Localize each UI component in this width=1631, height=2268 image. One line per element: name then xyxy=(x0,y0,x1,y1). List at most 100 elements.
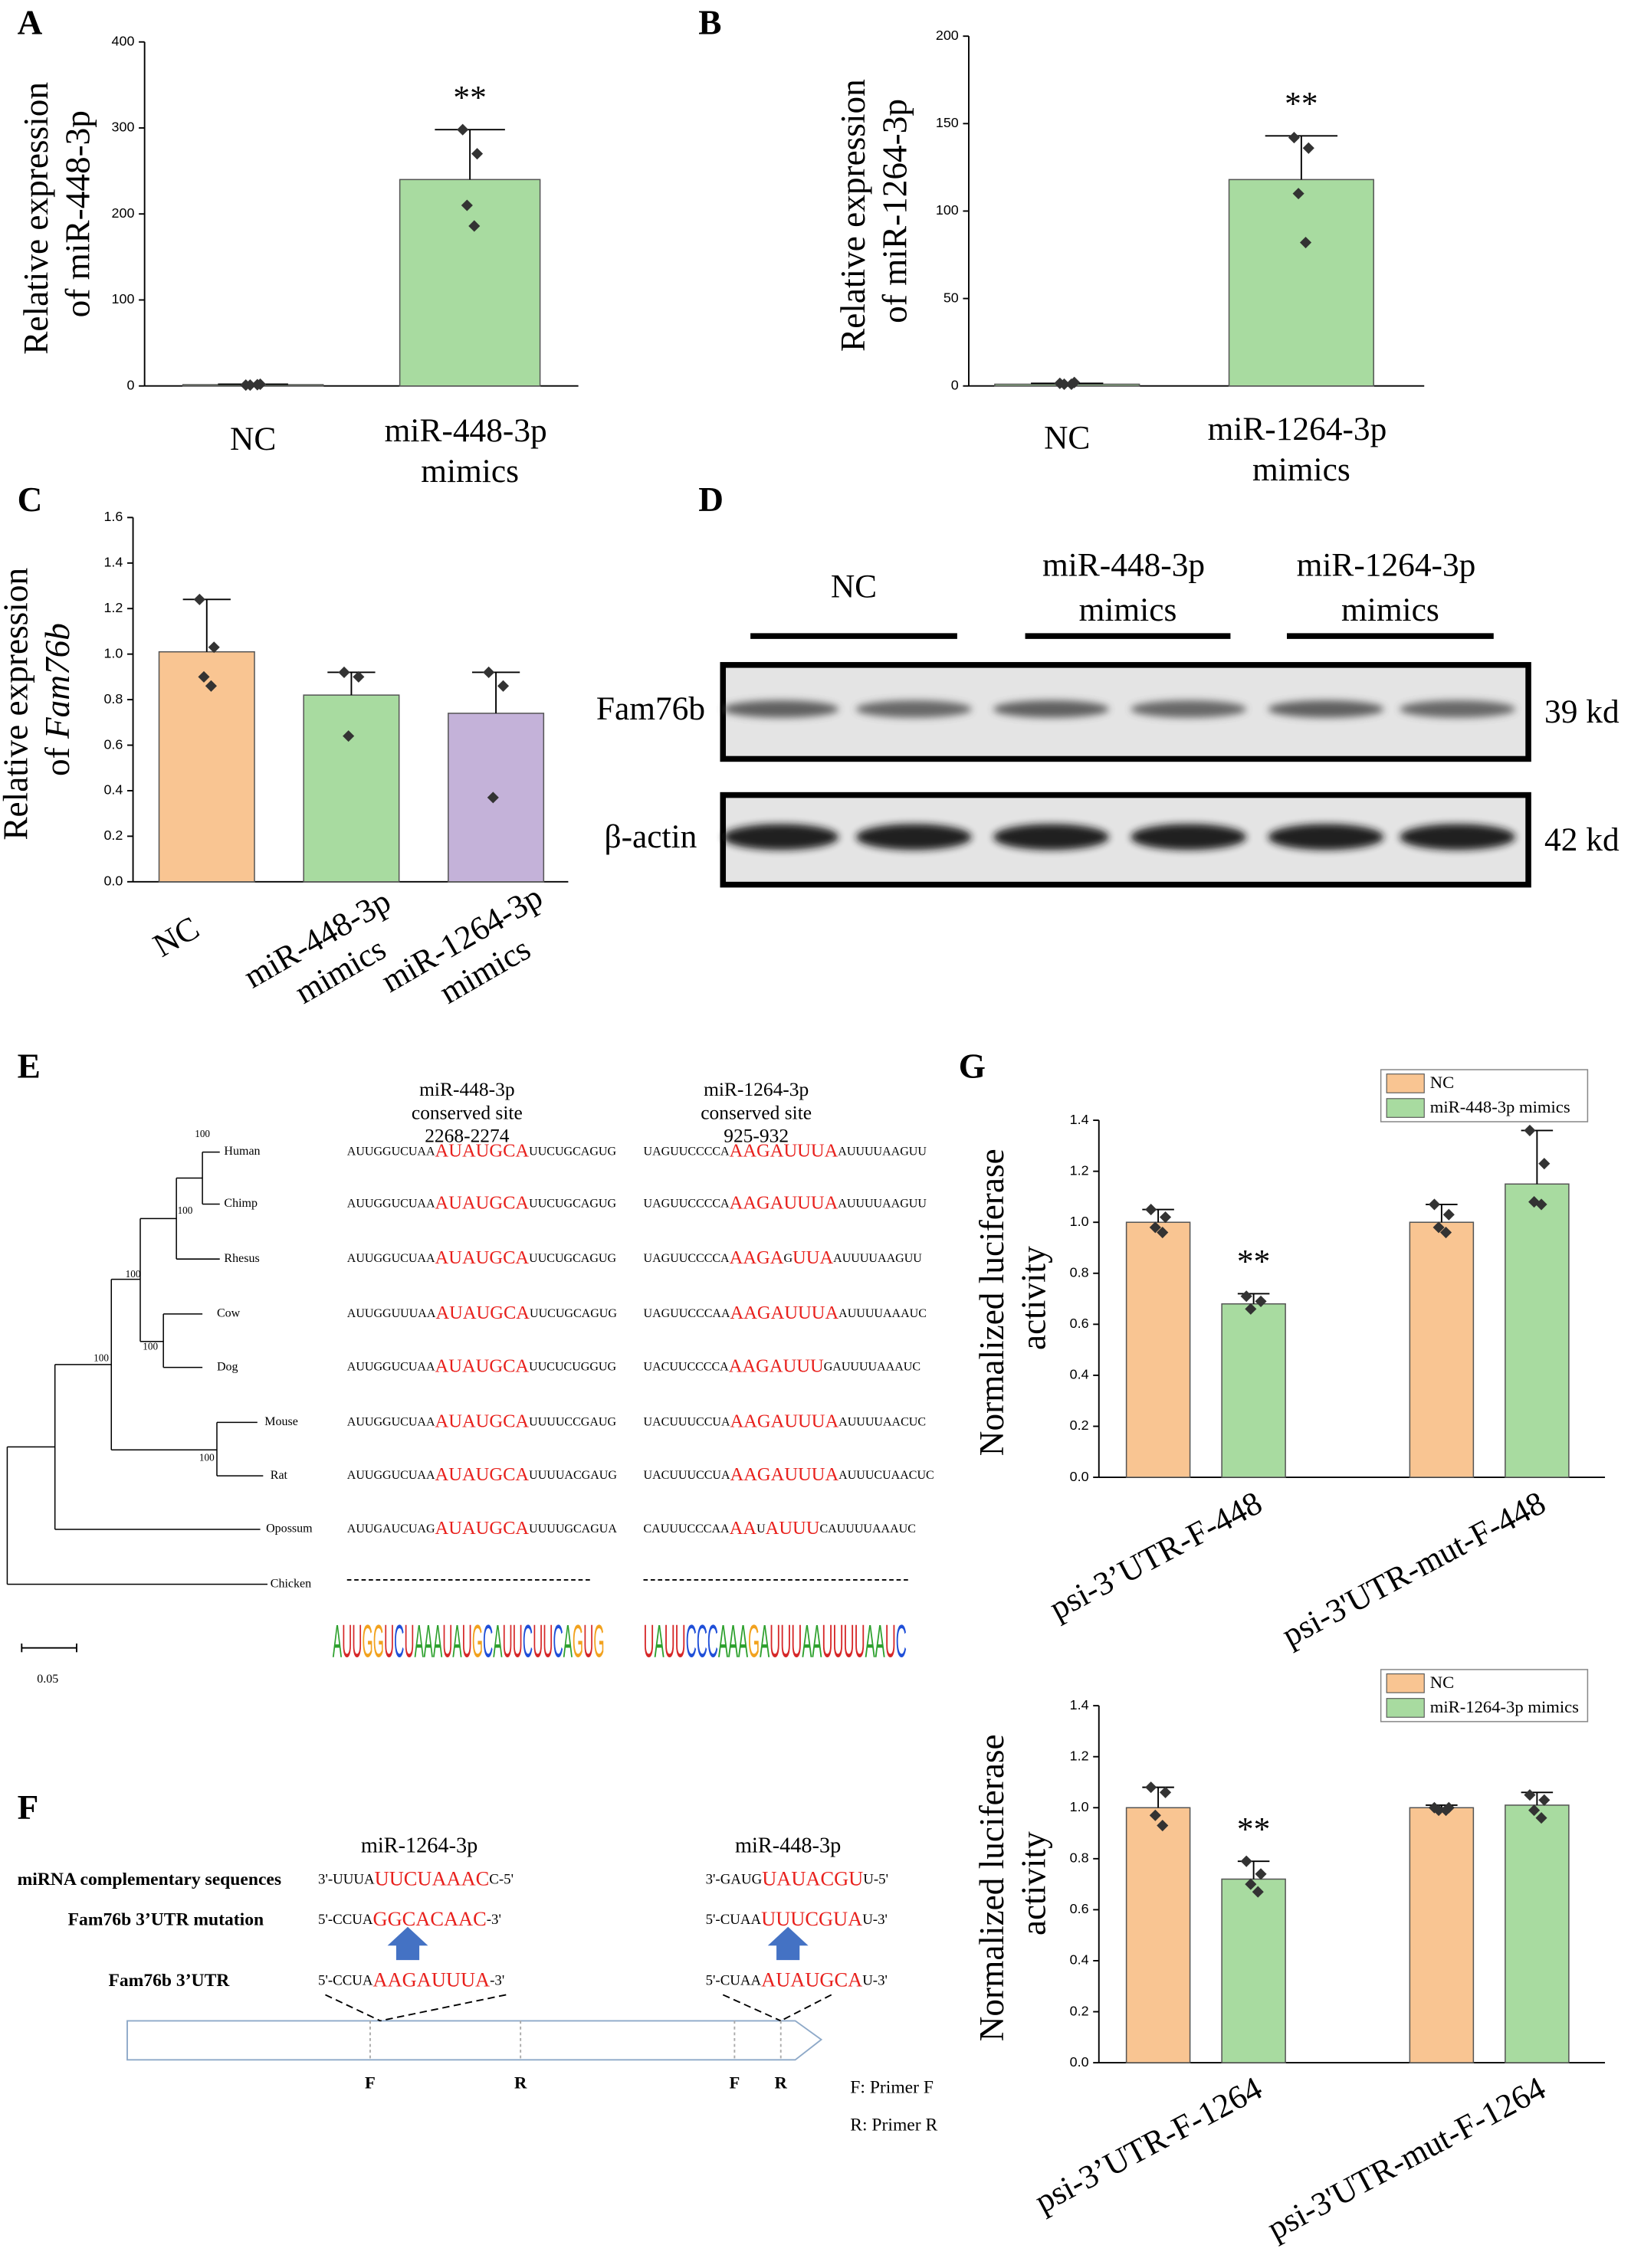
x-tick-label: psi-3'UTR-mut-F-448 xyxy=(1276,1484,1551,1653)
seed-region: AUAUGCA xyxy=(435,1411,530,1431)
data-point xyxy=(1524,1789,1536,1801)
site-header: 925-932 xyxy=(724,1125,789,1147)
text-line: mimics xyxy=(1252,451,1350,488)
species-name: Rat xyxy=(271,1469,288,1482)
species-name: Cow xyxy=(217,1307,241,1320)
blot-size-label: 42 kd xyxy=(1544,821,1620,858)
panel-label: G xyxy=(959,1047,986,1085)
data-point xyxy=(1292,188,1304,200)
sequence: 5'-CCUAAAGAUUUA-3' xyxy=(318,1968,504,1991)
flank: UUUUGCAGUA xyxy=(529,1522,617,1535)
y-axis-label: Relative expression of Fam76b xyxy=(0,559,77,841)
x-tick-label: psi-3'UTR-mut-F-1264 xyxy=(1262,2070,1552,2247)
logo-letter: U xyxy=(675,1615,686,1667)
logo-letter: G xyxy=(472,1615,483,1667)
panel-label: E xyxy=(18,1047,41,1085)
flank: AUUGGUCUAA xyxy=(347,1145,435,1158)
flank: G xyxy=(783,1252,793,1265)
flank: 3'-GAUG xyxy=(706,1872,763,1888)
flank: UAGUUCCCCA xyxy=(644,1145,730,1158)
seed-region: UUCUAAAC xyxy=(375,1867,490,1889)
flank: AUUGGUCUAA xyxy=(347,1252,435,1265)
y-axis-label-gene: Fam76b xyxy=(38,623,77,739)
flank: 5'-CCUA xyxy=(318,1973,373,1989)
y-axis-label-text: Relative expression of miR-448-3p xyxy=(17,74,97,355)
bar xyxy=(1221,1303,1286,1478)
logo-letter: U xyxy=(791,1615,802,1667)
flank: UACUUUCCUA xyxy=(644,1415,730,1428)
bar xyxy=(1409,1221,1475,1478)
y-tick-label: 0.8 xyxy=(1070,1850,1089,1866)
blot-band xyxy=(855,824,972,850)
data-point xyxy=(1524,1124,1536,1136)
text-line: Normalized luciferase xyxy=(973,1140,1011,1456)
legend-label: miR-448-3p mimics xyxy=(1430,1097,1570,1116)
data-point xyxy=(457,123,469,136)
x-tick-label: miR-1264-3p mimics xyxy=(1208,411,1396,488)
seed-region: AUUU xyxy=(766,1518,820,1539)
data-point xyxy=(1245,1878,1257,1890)
species-name: Opossum xyxy=(266,1522,313,1535)
sequence: 5'-CUAAUUUCGUAU-3' xyxy=(706,1907,888,1930)
utr-bar xyxy=(126,2020,823,2061)
data-point xyxy=(1252,1886,1264,1898)
seed-region: GGCACAAC xyxy=(373,1907,487,1930)
flank: -3' xyxy=(490,1973,504,1989)
y-tick-label: 200 xyxy=(936,28,959,43)
blot-row-label: Fam76b xyxy=(596,690,705,727)
flank: UUUUACGAUG xyxy=(529,1469,617,1482)
data-point xyxy=(1255,1868,1267,1880)
logo-letter: U xyxy=(644,1615,655,1667)
species-name: Human xyxy=(224,1145,260,1158)
x-tick-label: NC xyxy=(1044,419,1090,456)
significance: ** xyxy=(1237,1811,1270,1847)
flank: AUUGAUCUAG xyxy=(347,1522,435,1535)
data-point xyxy=(338,666,350,678)
row-label: Fam76b 3’UTR mutation xyxy=(68,1910,264,1930)
seed-region: AUAUGCA xyxy=(435,1140,530,1161)
data-point xyxy=(1159,1211,1172,1224)
seed-region: UUA xyxy=(793,1247,833,1268)
bar xyxy=(1505,1804,1570,2063)
panel-label: B xyxy=(698,3,721,41)
y-tick-label: 0.8 xyxy=(1070,1265,1089,1280)
flank: AUUUUAAGUU xyxy=(833,1252,922,1265)
species-name: Mouse xyxy=(264,1415,298,1428)
y-tick-label: 0.0 xyxy=(1070,2054,1089,2070)
data-point xyxy=(1432,1221,1445,1234)
y-tick-label: 0.0 xyxy=(103,873,123,889)
logo-letter: U xyxy=(384,1615,394,1667)
logo-letter: A xyxy=(433,1615,442,1667)
blot-band xyxy=(723,700,839,718)
logo-letter: U xyxy=(844,1615,855,1667)
flank: AUUUCUAACUC xyxy=(838,1469,934,1482)
blot-band xyxy=(855,700,972,718)
sequence-logo: AUUGGUCUAAAUAUGCAUUCUUCAGUG xyxy=(333,1615,605,1667)
blot-band xyxy=(993,700,1109,718)
logo-letter: A xyxy=(452,1615,461,1667)
logo-letter: G xyxy=(373,1615,384,1667)
y-tick-label: 100 xyxy=(112,291,135,306)
blot-frame xyxy=(720,792,1531,888)
y-tick-label: 0 xyxy=(126,377,134,392)
site-header: 2268-2274 xyxy=(425,1125,510,1147)
seed-region: AUAUGCA xyxy=(435,1192,530,1213)
text-line: of miR-448-3p xyxy=(59,110,97,317)
blot-band xyxy=(1400,700,1516,718)
seed-region: AUAUGCA xyxy=(435,1355,530,1376)
y-tick-label: 0.0 xyxy=(1070,1469,1089,1484)
sequence: AUUGAUCUAGAUAUGCAUUUUGCAGUA xyxy=(347,1518,618,1539)
data-point xyxy=(1302,142,1314,154)
site-connector xyxy=(780,1994,832,2022)
y-axis-label-text: Normalized luciferase activity xyxy=(973,1726,1052,2041)
logo-letter: U xyxy=(822,1615,832,1667)
flank: AUUUUAAGUU xyxy=(838,1197,927,1210)
species-name: Rhesus xyxy=(224,1252,259,1265)
text-line: Relative expression xyxy=(0,559,35,841)
logo-letter: A xyxy=(865,1615,875,1667)
sequence: 5'-CCUAGGCACAAC-3' xyxy=(318,1907,501,1930)
y-tick-label: 1.4 xyxy=(103,555,123,570)
flank: AUUGGUCUAA xyxy=(347,1469,435,1482)
primer-legend: R: Primer R xyxy=(850,2116,937,2135)
blot-size-label: 39 kd xyxy=(1544,693,1620,730)
